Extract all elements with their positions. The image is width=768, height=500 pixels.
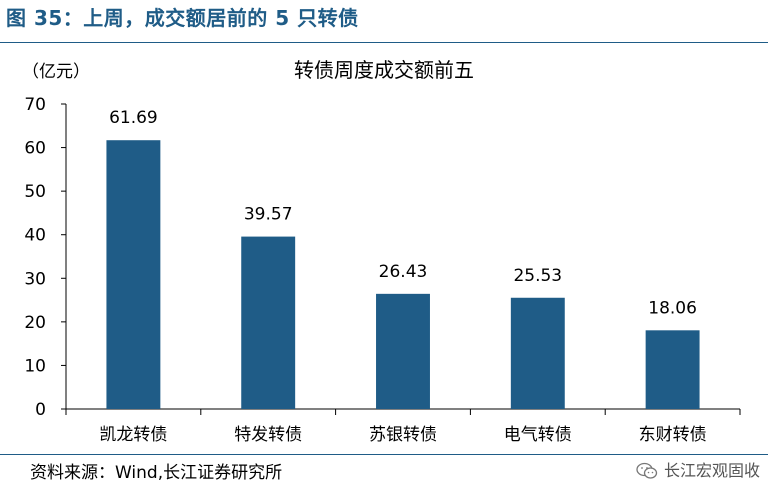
bar [376,293,430,409]
bar [106,140,161,409]
bar-chart: 转债周度成交额前五 （亿元） 0 10 20 30 40 50 60 70 凯龙转债 特发转债 苏… [22,58,741,445]
data-labels: 61.69 39.57 26.43 25.53 18.06 [109,108,697,318]
watermark: 长江宏观固收 [636,458,760,484]
y-axis-unit-label: （亿元） [22,62,90,82]
bar-value-label: 26.43 [379,262,428,282]
x-category-label: 凯龙转债 [99,425,167,445]
bar-value-label: 39.57 [244,205,293,225]
y-tick-label: 20 [24,313,46,333]
chart-title: 转债周度成交额前五 [294,58,474,82]
figure-caption: 图 35：上周，成交额居前的 5 只转债 [6,6,359,30]
bars [106,140,700,409]
y-tick-label: 70 [24,95,46,115]
x-category-label: 苏银转债 [369,425,437,445]
y-axis: 0 10 20 30 40 50 60 70 [24,95,67,420]
x-category-label: 特发转债 [234,425,302,445]
x-category-label: 东财转债 [639,425,707,445]
bar-value-label: 61.69 [109,108,158,128]
x-axis: 凯龙转债 特发转债 苏银转债 电气转债 东财转债 [65,408,741,445]
bar-value-label: 25.53 [513,266,562,286]
x-category-label: 电气转债 [504,425,572,445]
bar-value-label: 18.06 [648,298,697,318]
y-tick-label: 30 [24,269,46,289]
y-tick-label: 60 [24,139,46,159]
bar [510,297,565,409]
caption-divider [0,42,768,43]
y-tick-label: 50 [24,182,46,202]
source-note: 资料来源：Wind,长江证券研究所 [30,463,283,483]
y-tick-label: 10 [24,356,46,376]
y-tick-label: 40 [24,226,46,246]
footer-divider [0,454,768,455]
y-tick-label: 0 [35,400,46,420]
watermark-text: 长江宏观固收 [663,461,760,480]
wechat-icon [636,462,658,479]
bar [241,236,296,409]
bar [645,330,700,409]
